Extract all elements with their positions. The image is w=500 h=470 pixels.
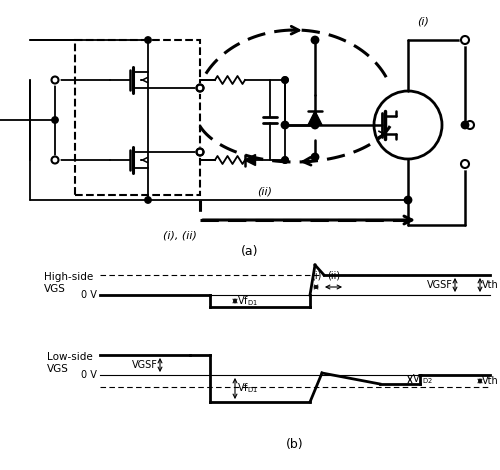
Text: VGSF: VGSF <box>427 280 453 290</box>
Text: $\rm Vf_{D2}$: $\rm Vf_{D2}$ <box>412 373 433 386</box>
Circle shape <box>462 122 468 128</box>
Text: (i): (i) <box>311 271 321 281</box>
Text: (b): (b) <box>286 438 304 451</box>
Circle shape <box>282 157 288 163</box>
Circle shape <box>312 37 318 44</box>
Circle shape <box>282 157 288 163</box>
Polygon shape <box>244 155 256 165</box>
Text: (a): (a) <box>241 245 259 258</box>
Text: Low-side
VGS: Low-side VGS <box>47 352 93 374</box>
Polygon shape <box>308 111 322 125</box>
Text: 0 V: 0 V <box>81 370 97 380</box>
Circle shape <box>282 77 288 83</box>
Text: (i): (i) <box>417 17 429 27</box>
Text: High-side
VGS: High-side VGS <box>44 272 93 294</box>
Circle shape <box>282 77 288 83</box>
Text: 0 V: 0 V <box>81 290 97 300</box>
Circle shape <box>312 122 318 128</box>
Text: Vth: Vth <box>482 280 499 290</box>
Circle shape <box>145 197 151 203</box>
Circle shape <box>312 154 318 160</box>
Bar <box>75 40 200 195</box>
Text: $\rm Vf_{D1}$: $\rm Vf_{D1}$ <box>237 294 258 308</box>
Circle shape <box>52 117 58 123</box>
Text: (ii): (ii) <box>327 271 340 281</box>
Text: $\rm Vf_{D1}$: $\rm Vf_{D1}$ <box>237 382 258 395</box>
Text: (ii): (ii) <box>258 187 272 197</box>
Circle shape <box>282 122 288 128</box>
Text: VGSF: VGSF <box>132 360 158 370</box>
Circle shape <box>145 37 151 43</box>
Circle shape <box>404 196 411 204</box>
Text: Vth: Vth <box>482 376 499 386</box>
Text: (i), (ii): (i), (ii) <box>163 230 197 240</box>
